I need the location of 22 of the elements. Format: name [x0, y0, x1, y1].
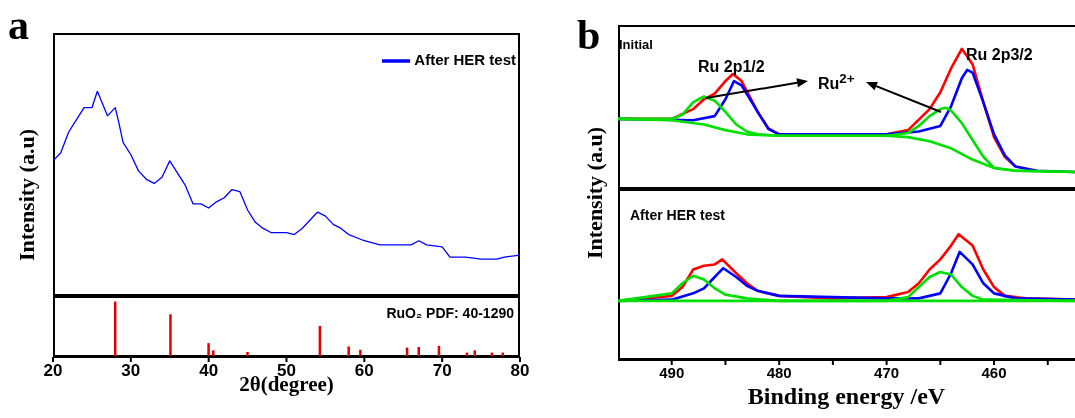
x-tick-label: 20 — [43, 361, 63, 381]
x-tick-label: 490 — [659, 363, 685, 381]
x-tick-label: 460 — [981, 363, 1007, 381]
x-tick-label: 80 — [510, 361, 530, 381]
x-tick-label: 470 — [874, 363, 900, 381]
annotation: Ru$^{2+}$ — [818, 71, 855, 93]
annotation: Ru 2p3/2 — [966, 46, 1033, 64]
y-axis-title: Intensity (a.u) — [14, 129, 39, 262]
x-tick-label: 60 — [354, 361, 374, 381]
annotation: RuO₂ PDF: 40-1290 — [386, 305, 514, 322]
annotation: Ru 2p1/2 — [698, 58, 765, 76]
text: a — [8, 2, 29, 49]
x-tick-label: 480 — [766, 363, 792, 381]
legend-label: After HER test — [414, 50, 516, 68]
text: After HER test — [630, 207, 725, 224]
text: b — [577, 12, 601, 59]
x-tick-label: 70 — [432, 361, 452, 381]
x-tick-label: 40 — [199, 361, 219, 381]
x-tick-label: 30 — [121, 361, 141, 381]
annotation: Initial — [619, 37, 653, 53]
x-axis-title: Binding energy /eV — [746, 383, 947, 410]
y-axis-title: Intensity (a.u) — [582, 126, 607, 259]
